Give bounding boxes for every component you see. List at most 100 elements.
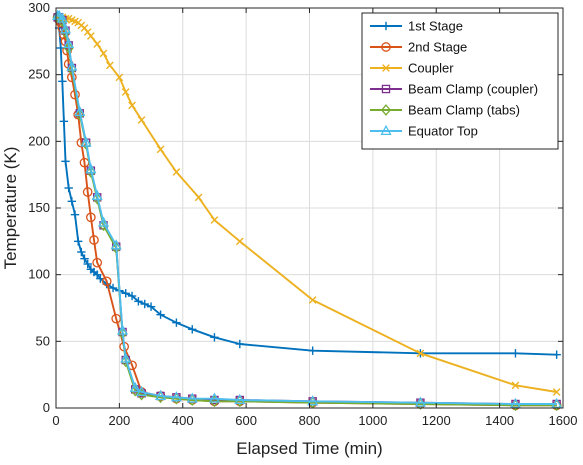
y-tick-label: 250 bbox=[28, 67, 50, 82]
data-point-1st-stage bbox=[59, 117, 69, 126]
data-point-1st-stage bbox=[146, 302, 156, 311]
x-tick-label: 400 bbox=[172, 413, 194, 428]
data-point-1st-stage bbox=[308, 346, 317, 355]
data-point-1st-stage bbox=[235, 339, 244, 349]
legend-label: Beam Clamp (coupler) bbox=[408, 82, 538, 97]
data-point-equator-top bbox=[85, 163, 97, 174]
y-tick-label: 0 bbox=[43, 400, 50, 415]
data-point-2nd-stage bbox=[92, 257, 103, 268]
y-axis-label: Temperature (K) bbox=[1, 147, 20, 270]
legend-entry-beam-clamp-tabs: Beam Clamp (tabs) bbox=[370, 103, 520, 118]
data-point-coupler bbox=[308, 296, 317, 304]
data-point-equator-top bbox=[74, 105, 86, 117]
data-point-1st-stage bbox=[511, 349, 520, 358]
data-point-1st-stage bbox=[80, 254, 89, 263]
series-line-equator-top bbox=[57, 15, 557, 405]
y-tick-label: 150 bbox=[28, 200, 50, 215]
legend: 1st Stage 2nd Stage Coupler Beam Clamp (cou… bbox=[361, 12, 559, 150]
data-point-1st-stage bbox=[70, 210, 80, 219]
series-line-1st-stage bbox=[56, 17, 557, 356]
data-point-1st-stage bbox=[77, 247, 86, 257]
data-point-1st-stage bbox=[172, 318, 181, 327]
data-point-equator-top bbox=[56, 12, 68, 23]
y-tick-label: 100 bbox=[28, 267, 50, 282]
data-point-coupler bbox=[552, 388, 561, 396]
legend-label: Beam Clamp (tabs) bbox=[408, 103, 520, 118]
data-point-2nd-stage bbox=[86, 212, 96, 223]
legend-marker bbox=[380, 104, 392, 116]
data-point-coupler bbox=[210, 216, 219, 224]
legend-marker bbox=[380, 124, 392, 136]
data-point-1st-stage bbox=[134, 297, 143, 306]
data-point-equator-top bbox=[117, 324, 129, 335]
data-point-equator-top bbox=[509, 397, 521, 409]
legend-entry-1st-stage: 1st Stage bbox=[370, 19, 463, 34]
data-point-1st-stage bbox=[156, 310, 165, 319]
x-tick-label: 800 bbox=[299, 413, 321, 428]
x-axis-label: Elapsed Time (min) bbox=[236, 439, 382, 458]
data-point-coupler bbox=[87, 32, 95, 40]
data-point-equator-top bbox=[63, 37, 75, 49]
legend-marker bbox=[381, 84, 391, 94]
legend-entry-coupler: Coupler bbox=[370, 61, 454, 76]
series-1st-stage bbox=[53, 13, 561, 359]
data-point-1st-stage bbox=[210, 333, 219, 342]
data-point-1st-stage bbox=[64, 183, 73, 193]
legend-marker bbox=[382, 64, 390, 72]
data-point-1st-stage bbox=[67, 197, 77, 206]
x-tick-label: 200 bbox=[109, 413, 131, 428]
data-point-equator-top bbox=[60, 23, 72, 34]
series-equator-top bbox=[52, 9, 563, 409]
legend-label: Coupler bbox=[408, 61, 454, 76]
data-point-coupler bbox=[115, 73, 124, 82]
y-tick-label: 200 bbox=[28, 133, 50, 148]
x-tick-label: 600 bbox=[235, 413, 257, 428]
data-point-coupler bbox=[93, 40, 102, 48]
x-tick-label: 1000 bbox=[358, 413, 387, 428]
data-point-2nd-stage bbox=[82, 187, 93, 197]
legend-label: Equator Top bbox=[408, 124, 478, 139]
data-point-equator-top bbox=[80, 136, 92, 147]
x-tick-label: 1600 bbox=[549, 413, 578, 428]
data-point-equator-top bbox=[307, 395, 319, 406]
data-point-equator-top bbox=[66, 60, 78, 71]
legend-label: 1st Stage bbox=[408, 19, 463, 34]
data-point-equator-top bbox=[155, 389, 167, 401]
legend-entry-2nd-stage: 2nd Stage bbox=[370, 40, 467, 55]
legend-entry-equator-top: Equator Top bbox=[370, 124, 478, 139]
y-tick-label: 300 bbox=[28, 0, 50, 15]
data-point-coupler bbox=[194, 193, 203, 202]
plot-series bbox=[52, 9, 563, 412]
data-point-1st-stage bbox=[188, 325, 197, 334]
data-point-coupler bbox=[99, 49, 108, 58]
data-point-equator-top bbox=[234, 393, 246, 405]
axis-ticks: 0 200 400 600 800 1000 1200 1400 1600 0 50 100 150 20… bbox=[28, 0, 577, 428]
data-point-equator-top bbox=[136, 385, 148, 397]
data-point-equator-top bbox=[186, 392, 198, 403]
legend-label: 2nd Stage bbox=[408, 40, 467, 55]
data-point-1st-stage bbox=[108, 283, 118, 293]
data-point-equator-top bbox=[110, 239, 122, 250]
data-point-equator-top bbox=[91, 189, 103, 201]
x-tick-label: 1400 bbox=[485, 413, 514, 428]
data-point-coupler bbox=[106, 61, 114, 70]
y-tick-label: 50 bbox=[36, 333, 50, 348]
data-point-equator-top bbox=[414, 396, 426, 407]
data-point-1st-stage bbox=[140, 299, 149, 309]
data-point-beam-clamp-tabs bbox=[63, 42, 74, 54]
data-point-coupler bbox=[172, 168, 181, 176]
data-point-coupler bbox=[137, 116, 146, 124]
data-point-equator-top bbox=[551, 397, 563, 409]
data-point-1st-stage bbox=[83, 259, 92, 269]
legend-box bbox=[361, 12, 559, 150]
data-point-equator-top bbox=[98, 216, 110, 227]
data-point-coupler bbox=[511, 381, 520, 390]
series-coupler bbox=[53, 13, 561, 396]
data-point-coupler bbox=[416, 349, 425, 358]
data-point-2nd-stage bbox=[101, 276, 112, 287]
data-point-2nd-stage bbox=[89, 235, 99, 245]
x-tick-label: 1200 bbox=[422, 413, 451, 428]
data-point-1st-stage bbox=[121, 289, 130, 298]
